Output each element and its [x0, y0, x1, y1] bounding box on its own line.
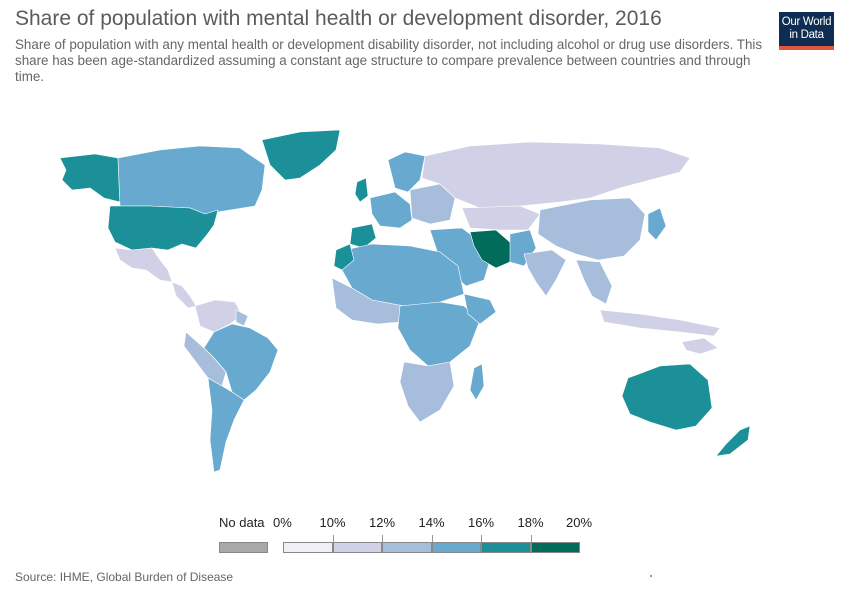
legend-swatch-5 [530, 542, 580, 553]
region-iran[interactable] [469, 229, 513, 269]
region-scandinavia[interactable] [387, 151, 426, 193]
logo-line-2: in Data [789, 29, 824, 41]
region-southeast-asia[interactable] [575, 259, 613, 305]
region-east-asia-islands[interactable] [647, 207, 667, 241]
region-mexico[interactable] [114, 247, 173, 283]
region-canada[interactable] [117, 145, 266, 215]
region-guianas[interactable] [235, 309, 249, 327]
region-southern-cone[interactable] [207, 377, 245, 473]
legend-tick-5 [530, 535, 532, 542]
legend-tick-label-4: 16% [468, 515, 495, 530]
region-horn-of-africa[interactable] [463, 293, 497, 325]
region-united-states[interactable] [107, 205, 219, 251]
legend-tick-label-1: 10% [319, 515, 346, 530]
region-australia[interactable] [621, 363, 713, 431]
region-madagascar[interactable] [469, 363, 485, 401]
legend-tick-label-0: 0% [273, 515, 292, 530]
region-iberia[interactable] [349, 223, 377, 249]
legend-tick-3 [431, 535, 433, 542]
legend-tick-label-5: 18% [517, 515, 544, 530]
logo-accent-bar [779, 46, 834, 50]
legend-nodata-label: No data [219, 515, 265, 530]
world-choropleth-map [59, 129, 751, 473]
region-north-africa[interactable] [341, 243, 465, 307]
legend-tick-4 [481, 535, 482, 542]
legend-swatch-3 [431, 542, 481, 553]
region-new-zealand[interactable] [715, 425, 751, 457]
legend-tick-1 [332, 535, 334, 542]
legend-swatch-0 [283, 542, 333, 553]
region-india[interactable] [523, 249, 567, 297]
region-greenland[interactable] [261, 129, 341, 181]
region-morocco[interactable] [333, 243, 355, 271]
region-central-africa[interactable] [397, 301, 481, 367]
legend-tick-2 [382, 535, 383, 542]
legend-swatch-2 [382, 542, 432, 553]
region-alaska[interactable] [59, 153, 121, 203]
chart-subtitle: Share of population with any mental heal… [15, 37, 763, 84]
legend-tick-label-3: 14% [418, 515, 445, 530]
legend-swatch-4 [481, 542, 531, 553]
legend-nodata-swatch [219, 542, 268, 553]
legend-tick-label-last: 20% [566, 515, 593, 530]
region-central-asia[interactable] [461, 205, 541, 231]
region-southern-africa[interactable] [399, 361, 455, 423]
region-uk[interactable] [354, 177, 369, 203]
owid-logo[interactable]: Our World in Data [779, 12, 834, 50]
region-china[interactable] [537, 197, 646, 261]
region-western-europe[interactable] [369, 191, 413, 229]
region-indonesia[interactable] [599, 309, 721, 337]
region-central-america[interactable] [171, 281, 197, 309]
chart-title: Share of population with mental health o… [15, 7, 662, 30]
logo-line-1: Our World [781, 16, 832, 28]
decorative-dot [650, 575, 652, 577]
legend-tick-label-2: 12% [369, 515, 396, 530]
legend-swatch-1 [332, 542, 382, 553]
source-note[interactable]: Source: IHME, Global Burden of Disease [15, 570, 234, 584]
region-russia[interactable] [421, 141, 691, 209]
region-papua[interactable] [681, 337, 719, 355]
